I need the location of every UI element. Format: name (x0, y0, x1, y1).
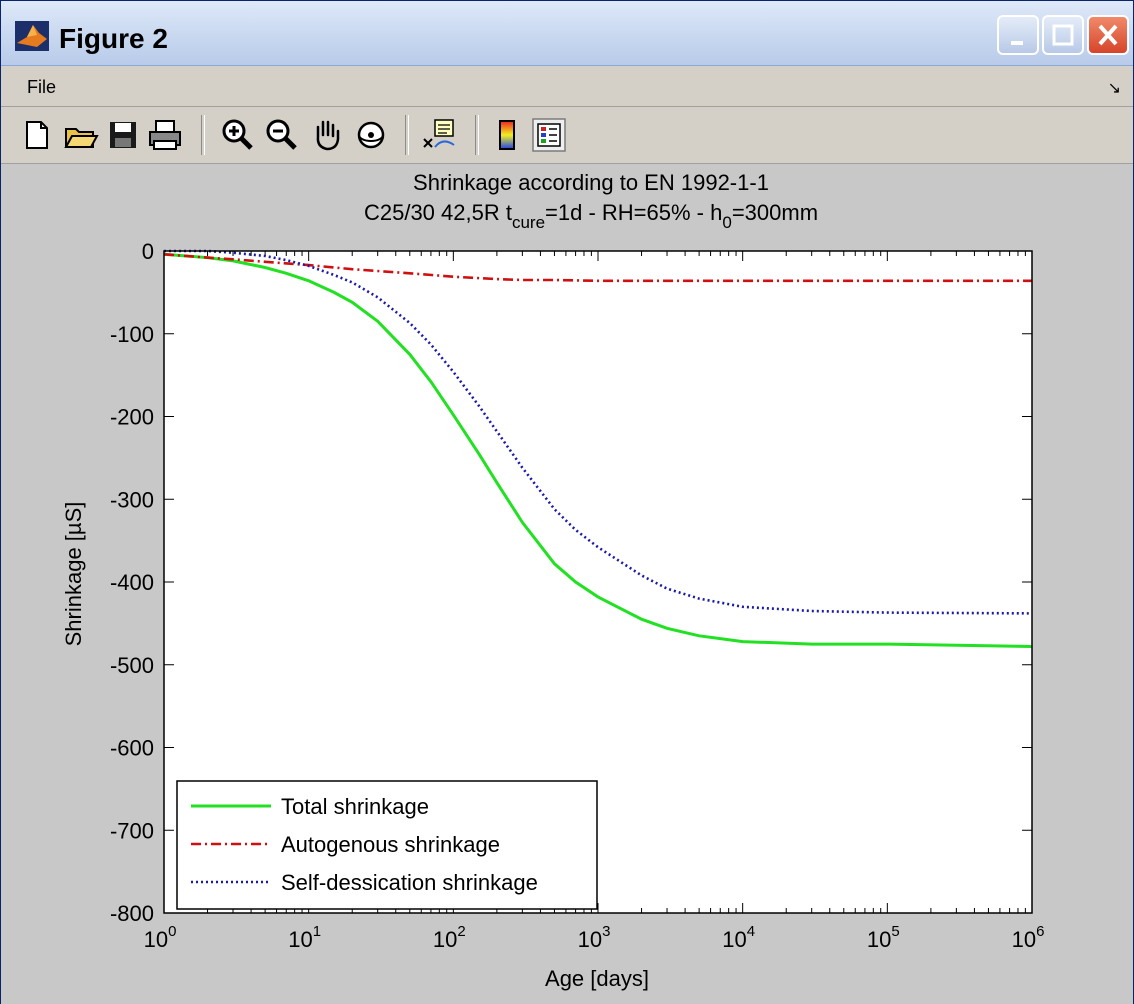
minimize-button[interactable] (997, 15, 1039, 55)
legend-label: Autogenous shrinkage (281, 832, 500, 857)
title-bar[interactable]: Figure 2 (1, 1, 1133, 66)
dock-arrow-icon[interactable]: ↘ (1107, 80, 1121, 97)
figure-toolbar (1, 107, 1133, 164)
save-figure-icon[interactable] (105, 117, 141, 153)
y-tick-label: -700 (110, 818, 154, 843)
maximize-button[interactable] (1042, 15, 1084, 55)
legend[interactable]: Total shrinkage Autogenous shrinkage Self-… (176, 780, 598, 910)
close-button[interactable] (1087, 15, 1129, 55)
close-icon (1098, 24, 1118, 46)
x-tick-label: 106 (1012, 923, 1045, 952)
chart-subtitle: C25/30 42,5R tcure=1d - RH=65% - h0=300m… (364, 200, 818, 232)
x-tick-label: 104 (722, 923, 755, 952)
y-axis-label: Shrinkage [µS] (61, 502, 86, 647)
pan-hand-icon[interactable] (309, 117, 345, 153)
shrinkage-chart[interactable]: Shrinkage according to EN 1992-1-1 C25/3… (1, 164, 1133, 1004)
new-figure-icon[interactable] (19, 117, 55, 153)
self-dessication-shrinkage-line (164, 249, 1033, 615)
toolbar-separator (201, 115, 205, 155)
print-figure-icon[interactable] (147, 117, 183, 153)
data-cursor-icon[interactable] (421, 117, 457, 153)
zoom-in-icon[interactable] (219, 117, 255, 153)
y-tick-label: -800 (110, 901, 154, 926)
y-tick-label: -300 (110, 487, 154, 512)
y-tick-labels: 0 -100 -200 -300 -400 -500 -600 -700 -800 (110, 239, 154, 926)
x-tick-label: 103 (578, 923, 611, 952)
colorbar-icon[interactable] (489, 117, 525, 153)
y-tick-label: -500 (110, 653, 154, 678)
rotate-3d-icon[interactable] (353, 117, 389, 153)
maximize-icon (1052, 24, 1074, 46)
y-tick-label: -600 (110, 736, 154, 761)
y-tick-label: -200 (110, 405, 154, 430)
y-tick-label: -100 (110, 322, 154, 347)
window-title: Figure 2 (59, 23, 168, 54)
y-tick-label: -400 (110, 570, 154, 595)
x-tick-label: 105 (867, 923, 900, 952)
zoom-out-icon[interactable] (263, 117, 299, 153)
chart-title: Shrinkage according to EN 1992-1-1 (413, 170, 769, 195)
y-tick-label: 0 (142, 239, 154, 264)
x-tick-label: 101 (288, 923, 321, 952)
axes-frame (163, 250, 1033, 914)
x-tick-labels: 100 101 102 103 104 105 106 (144, 923, 1045, 952)
toolbar-separator (475, 115, 479, 155)
matlab-logo-icon (15, 21, 49, 51)
legend-label: Self-dessication shrinkage (281, 870, 538, 895)
figure-canvas: Shrinkage according to EN 1992-1-1 C25/3… (1, 164, 1133, 1004)
minimize-icon (1011, 41, 1023, 45)
legend-toggle-icon[interactable] (531, 117, 567, 153)
series-lines (163, 249, 1033, 648)
toolbar-separator (405, 115, 409, 155)
menu-bar: File ↘ (1, 66, 1133, 107)
menu-file[interactable]: File (27, 77, 57, 97)
x-tick-label: 100 (144, 923, 177, 952)
legend-label: Total shrinkage (281, 794, 429, 819)
open-file-icon[interactable] (63, 117, 99, 153)
total-shrinkage-line (163, 252, 1033, 648)
x-tick-label: 102 (433, 923, 466, 952)
x-axis-label: Age [days] (545, 966, 649, 991)
